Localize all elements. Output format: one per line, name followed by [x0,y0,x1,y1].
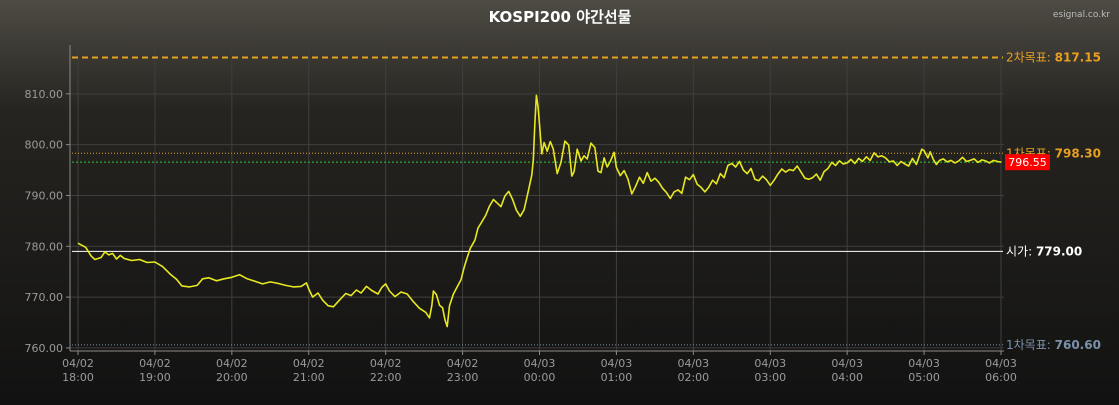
current-price-badge [1005,154,1050,171]
grid [70,45,1004,351]
x-tick-time: 22:00 [370,371,402,384]
x-tick-date: 04/03 [601,357,633,370]
x-tick-date: 04/02 [216,357,248,370]
x-tick-date: 04/02 [293,357,325,370]
x-tick-time: 01:00 [601,371,633,384]
x-tick-date: 04/03 [524,357,556,370]
watermark: esignal.co.kr [1053,10,1110,20]
x-tick-time: 20:00 [216,371,248,384]
x-tick-time: 00:00 [524,371,556,384]
x-tick-date: 04/02 [62,357,94,370]
y-tick-label: 780.00 [25,240,64,253]
x-tick-date: 04/03 [831,357,863,370]
x-tick-time: 18:00 [62,371,94,384]
price-line [77,94,1002,328]
reference-label-name: 2차목표: [1006,50,1055,64]
price-series [77,94,1002,328]
y-tick-label: 790.00 [25,189,64,202]
reference-label: 2차목표: 817.15 [1006,50,1101,64]
reference-label: 1차목표: 760.60 [1006,338,1101,352]
x-tick-date: 04/02 [139,357,171,370]
labels: 2차목표: 817.15 1차목표: 798.30 시가: 779.00 1차목표: … [1005,50,1101,352]
y-tick-label: 770.00 [25,291,64,304]
axes: 04/0218:0004/0219:0004/0220:0004/0221:00… [25,45,1017,384]
x-tick-time: 06:00 [985,371,1017,384]
reference-label-value: 760.60 [1055,338,1101,352]
x-tick-date: 04/03 [754,357,786,370]
x-tick-time: 19:00 [139,371,171,384]
x-tick-date: 04/03 [985,357,1017,370]
x-tick-date: 04/03 [908,357,940,370]
y-tick-label: 810.00 [25,88,64,101]
x-tick-time: 21:00 [293,371,325,384]
x-tick-time: 02:00 [677,371,709,384]
x-tick-date: 04/02 [447,357,479,370]
reference-label-value: 798.30 [1055,146,1101,160]
reference-label-value: 817.15 [1055,50,1101,64]
reference-label-value: 779.00 [1036,244,1082,258]
reference-label-name: 시가: [1006,244,1036,258]
x-tick-time: 03:00 [754,371,786,384]
reference-label: 시가: 779.00 [1006,244,1082,258]
reference-label-name: 1차목표: [1006,338,1055,352]
chart-title: KOSPI200 야간선물 [489,8,632,26]
reference-lines [72,56,1003,346]
x-tick-date: 04/02 [370,357,402,370]
x-tick-date: 04/03 [677,357,709,370]
x-tick-time: 05:00 [908,371,940,384]
y-tick-label: 760.00 [25,342,64,355]
current-price-value: 796.55 [1008,156,1047,169]
y-tick-label: 800.00 [25,139,64,152]
x-tick-time: 04:00 [831,371,863,384]
x-tick-time: 23:00 [447,371,479,384]
